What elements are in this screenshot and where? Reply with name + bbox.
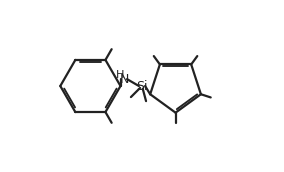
Text: H: H bbox=[116, 70, 124, 80]
Text: Si: Si bbox=[136, 79, 148, 93]
Text: N: N bbox=[119, 73, 129, 86]
